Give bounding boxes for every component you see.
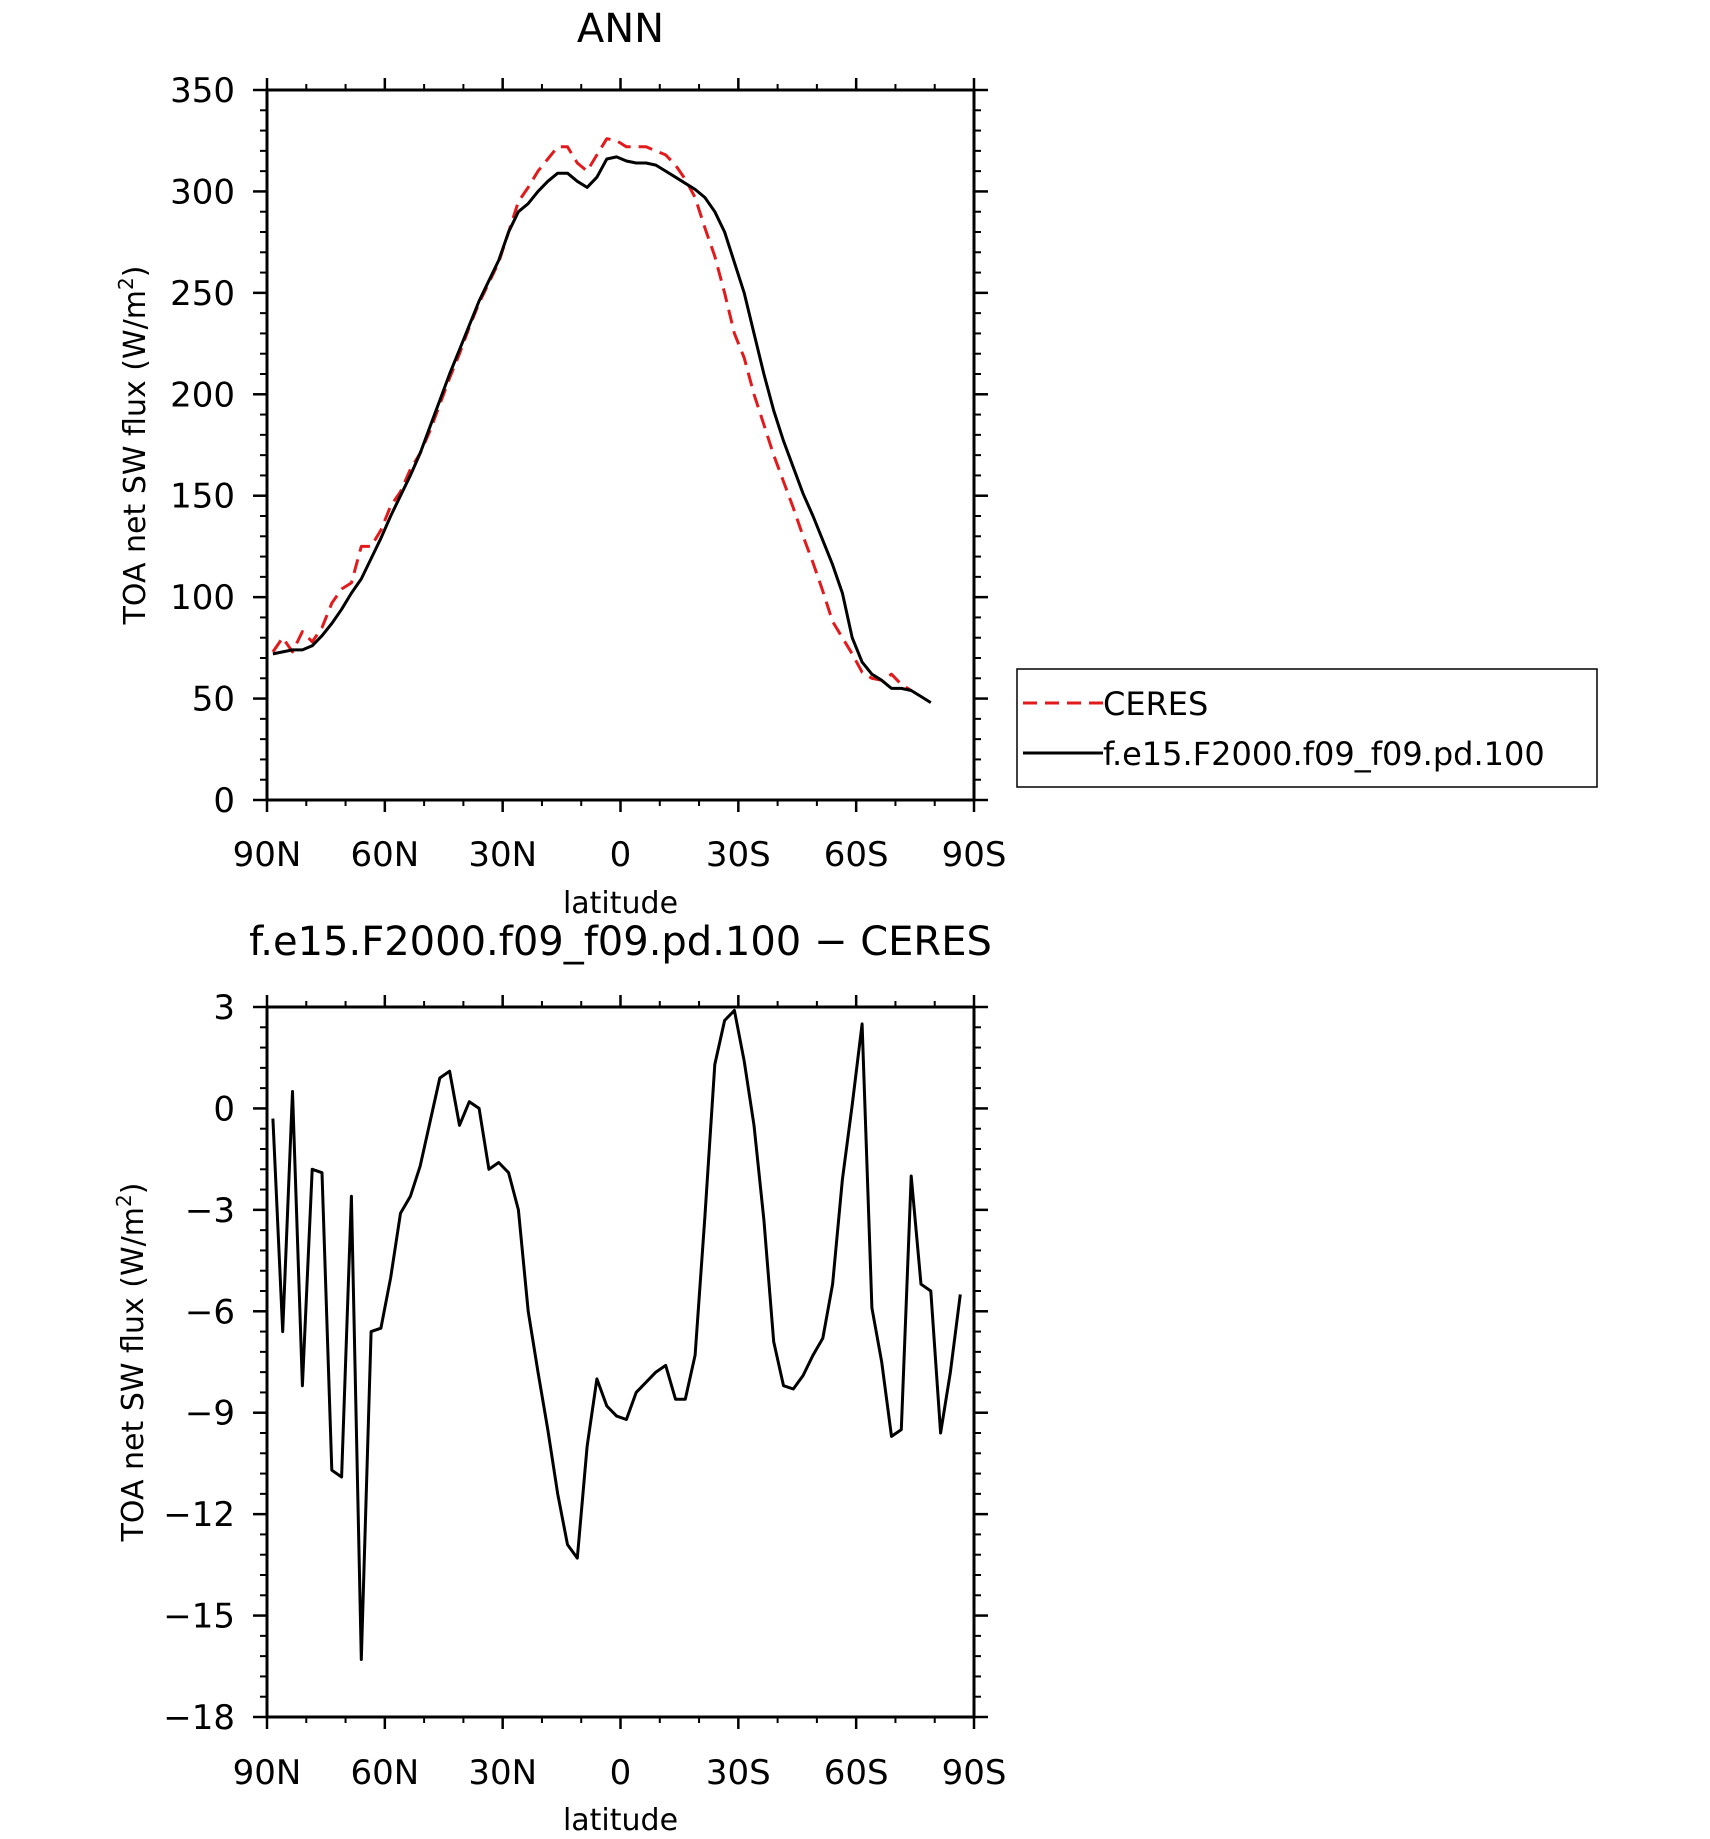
y-tick-label: −12 (163, 1495, 235, 1535)
x-tick-label: 90N (233, 1753, 302, 1793)
x-tick-label: 60N (350, 1753, 419, 1793)
y-tick-label: 100 (170, 578, 235, 618)
y-tick-label: 150 (170, 477, 235, 517)
x-tick-label: 30S (706, 1753, 771, 1793)
x-tick-label: 0 (610, 1753, 632, 1793)
y-axis-label-close: ) (118, 266, 153, 278)
chart-panel-2: f.e15.F2000.f09_f09.pd.100 − CERES 90N 60N… (112, 919, 1006, 1838)
y-tick-label: 50 (192, 680, 235, 720)
x-tick-label: 60N (350, 835, 419, 875)
chart-title: f.e15.F2000.f09_f09.pd.100 − CERES (249, 919, 992, 965)
y-axis-label: TOA net SW flux (W/m2) (112, 1183, 151, 1543)
y-tick-label: −15 (163, 1597, 235, 1637)
y-tick-label: 250 (170, 274, 235, 314)
y-axis-label-main: TOA net SW flux (W/m (116, 1207, 151, 1542)
x-tick-label: 90N (233, 835, 302, 875)
y-tick-label: 350 (170, 71, 235, 111)
x-tick-label: 0 (610, 835, 632, 875)
x-tick-label: 90S (942, 835, 1007, 875)
chart-title: ANN (577, 6, 664, 52)
series-line-ceres (271, 137, 912, 692)
x-axis-label: latitude (563, 886, 678, 921)
legend: CERES f.e15.F2000.f09_f09.pd.100 (1016, 668, 1598, 788)
x-tick-label: 30N (468, 1753, 537, 1793)
y-tick-label: −3 (185, 1191, 235, 1231)
y-axis-label-superscript: 2 (114, 277, 138, 290)
y-axis-label-main: TOA net SW flux (W/m (118, 290, 153, 625)
plot-frame (265, 88, 976, 802)
x-tick-label: 30S (706, 835, 771, 875)
x-tick-label: 30N (468, 835, 537, 875)
y-axis-label-close: ) (116, 1183, 151, 1195)
y-tick-label: −6 (185, 1292, 235, 1332)
x-tick-label: 90S (942, 1753, 1007, 1793)
series-line-f-e15-f2000-f09-f09-pd-100 (272, 155, 932, 704)
y-tick-label: 0 (213, 781, 235, 821)
legend-label: f.e15.F2000.f09_f09.pd.100 (1103, 735, 1545, 773)
y-tick-label: 3 (213, 988, 235, 1028)
legend-box (1016, 668, 1598, 788)
y-tick-label: −9 (185, 1394, 235, 1434)
y-axis-label-superscript: 2 (112, 1194, 136, 1207)
y-axis-label: TOA net SW flux (W/m2) (114, 266, 153, 626)
legend-label: CERES (1103, 685, 1208, 723)
x-tick-label: 60S (824, 1753, 889, 1793)
x-tick-label: 60S (824, 835, 889, 875)
y-tick-label: 0 (213, 1089, 235, 1129)
series-line-difference (271, 1008, 962, 1661)
x-axis-label: latitude (563, 1803, 678, 1838)
y-tick-label: 200 (170, 375, 235, 415)
plot-frame (265, 1005, 976, 1719)
y-tick-label: −18 (163, 1698, 235, 1738)
chart-panel-1: ANN 90N 60N 30N 0 30S 60S 90S 0 50 100 150 200 250 300… (114, 6, 1598, 921)
y-tick-label: 300 (170, 172, 235, 212)
